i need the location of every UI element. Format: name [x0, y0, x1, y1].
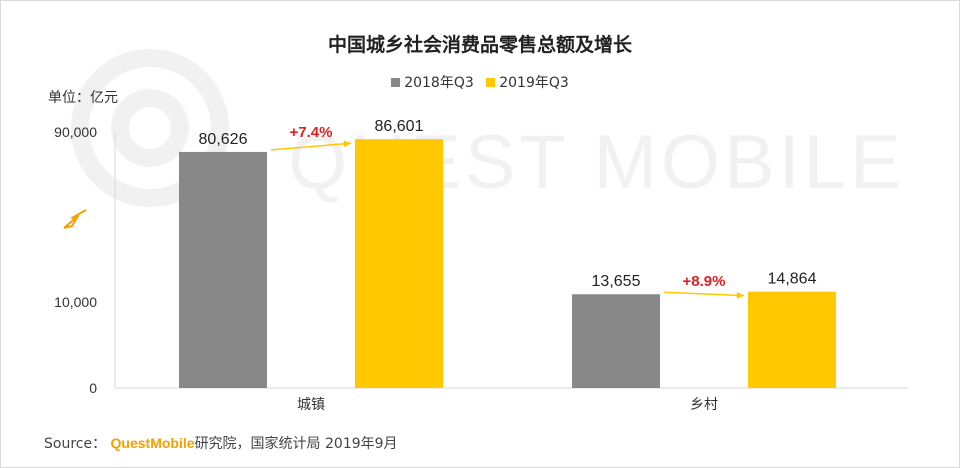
source-rest: 研究院，国家统计局 2019年9月	[194, 436, 398, 452]
unit-label: 单位：亿元	[48, 90, 118, 106]
bar-1-1	[748, 291, 836, 388]
y-tick-label-0: 0	[89, 380, 97, 396]
data-label-0-0: 80,626	[199, 131, 248, 148]
growth-arrowhead-0	[343, 140, 351, 148]
bar-1-0	[572, 294, 660, 388]
axis-break-icon	[63, 209, 87, 229]
legend: 2018年Q3 2019年Q3	[0, 72, 960, 92]
legend-swatch-2018	[391, 77, 401, 87]
legend-item-2019: 2019年Q3	[486, 72, 569, 92]
growth-arrow-0	[270, 142, 352, 151]
chart-title: 中国城乡社会消费品零售总额及增长	[327, 34, 632, 56]
source-brand: QuestMobile	[110, 435, 195, 451]
legend-swatch-2019	[486, 77, 496, 87]
bar-0-0	[179, 151, 267, 388]
watermark-logo-icon	[71, 49, 229, 207]
legend-label-2018: 2018年Q3	[404, 75, 474, 91]
source-prefix: Source：	[44, 436, 107, 452]
y-tick-label-1: 10,000	[54, 294, 97, 310]
y-tick-label-2: 90,000	[54, 124, 97, 140]
source-note: Source： QuestMobile研究院，国家统计局 2019年9月	[44, 433, 398, 453]
legend-item-2018: 2018年Q3	[391, 72, 474, 92]
legend-label-2019: 2019年Q3	[499, 75, 569, 91]
data-label-1-0: 13,655	[592, 273, 641, 290]
growth-arrow-1	[663, 291, 745, 297]
growth-arrowhead-1	[736, 291, 744, 299]
x-tick-label-1: 乡村	[690, 397, 718, 413]
data-label-1-1: 14,864	[768, 271, 817, 288]
x-tick-label-0: 城镇	[297, 397, 325, 413]
growth-label-0: +7.4%	[290, 124, 333, 141]
data-label-0-1: 86,601	[375, 118, 424, 135]
growth-label-1: +8.9%	[683, 273, 726, 290]
bar-0-1	[355, 139, 443, 388]
